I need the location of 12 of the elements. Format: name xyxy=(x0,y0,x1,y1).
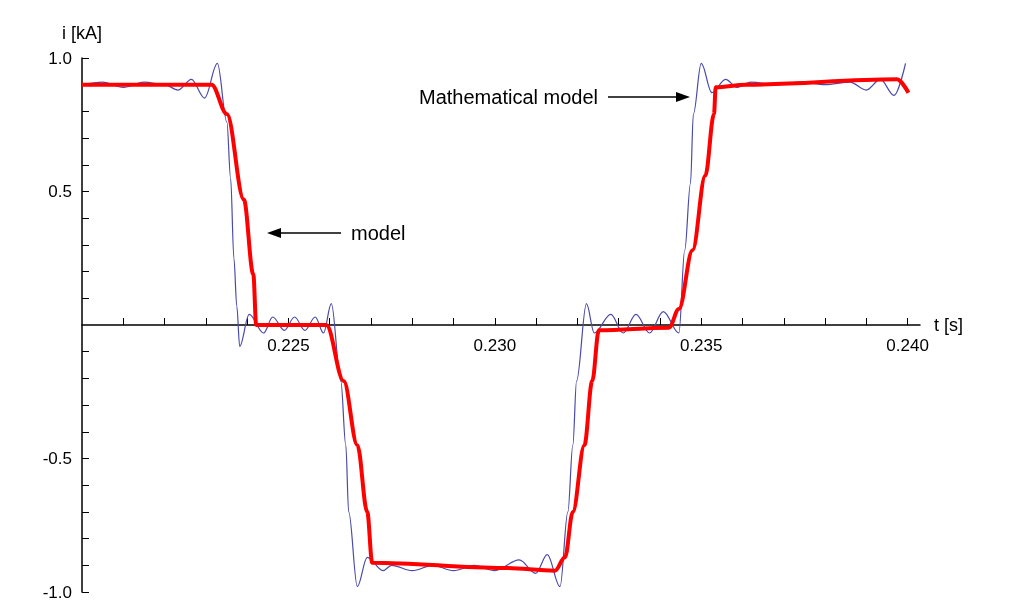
y-tick-label: -0.5 xyxy=(42,449,72,468)
y-tick-label: 1.0 xyxy=(48,48,72,68)
y-tick-label: 0.5 xyxy=(48,182,72,201)
annotation: model xyxy=(351,222,406,244)
y-axis-title: i [kA] xyxy=(61,23,103,43)
y-tick-label: -1.0 xyxy=(42,582,72,602)
x-tick-label: 0.230 xyxy=(473,336,517,355)
x-axis-title: t [s] xyxy=(934,315,964,335)
x-tick-label: 0.225 xyxy=(267,336,310,355)
x-tick-label: 0.240 xyxy=(886,336,929,355)
x-tick-label: 0.235 xyxy=(679,336,723,355)
annotation: Mathematical model xyxy=(419,86,598,108)
